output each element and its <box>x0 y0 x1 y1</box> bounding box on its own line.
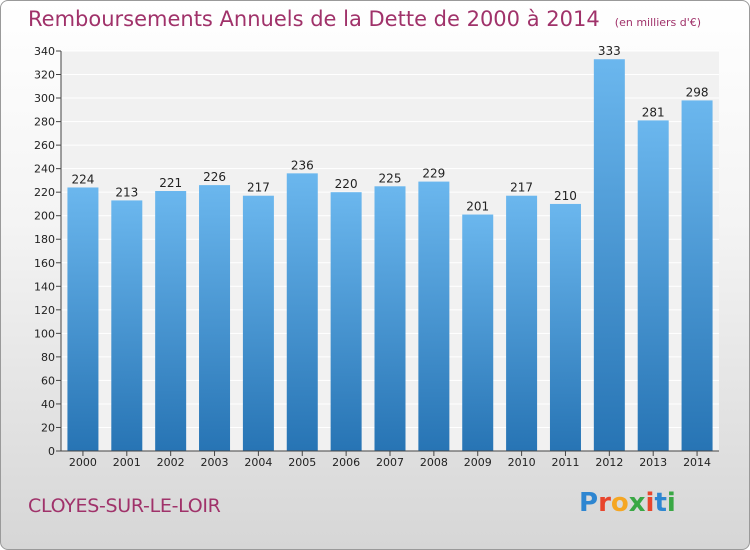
bar-2002 <box>155 191 187 451</box>
y-tick-label: 160 <box>34 257 55 270</box>
x-tick-label: 2006 <box>332 456 360 469</box>
logo-letter: o <box>610 488 629 518</box>
data-label-2013: 281 <box>642 105 665 119</box>
bar-2013 <box>637 120 669 451</box>
y-tick-label: 220 <box>34 186 55 199</box>
y-tick-label: 240 <box>34 163 55 176</box>
y-tick-label: 0 <box>48 445 55 458</box>
x-tick-label: 2005 <box>288 456 316 469</box>
x-tick-label: 2004 <box>244 456 272 469</box>
x-tick-label: 2002 <box>157 456 185 469</box>
data-label-2002: 221 <box>159 176 182 190</box>
y-tick-label: 100 <box>34 327 55 340</box>
bar-2014 <box>681 100 713 451</box>
bar-2003 <box>199 185 231 451</box>
y-tick-label: 40 <box>41 398 55 411</box>
y-tick-label: 300 <box>34 92 55 105</box>
commune-name: CLOYES-SUR-LE-LOIR <box>28 495 221 517</box>
data-label-2008: 229 <box>422 167 445 181</box>
x-tick-label: 2000 <box>69 456 97 469</box>
data-label-2014: 298 <box>686 85 709 99</box>
y-tick-label: 180 <box>34 233 55 246</box>
bar-2010 <box>506 195 538 451</box>
bar-2012 <box>593 59 625 452</box>
y-tick-label: 320 <box>34 69 55 82</box>
title-block: Remboursements Annuels de la Dette de 20… <box>28 7 701 31</box>
chart-subtitle: (en milliers d'€) <box>614 16 702 29</box>
x-tick-label: 2013 <box>639 456 667 469</box>
bar-2001 <box>111 200 143 451</box>
x-tick-label: 2012 <box>595 456 623 469</box>
bar-2005 <box>286 173 318 451</box>
bar-2009 <box>462 214 494 451</box>
y-tick-label: 200 <box>34 210 55 223</box>
bar-2007 <box>374 186 406 451</box>
logo-letter: t <box>654 488 667 518</box>
data-label-2001: 213 <box>115 185 138 199</box>
logo-letter: x <box>628 488 646 518</box>
data-label-2003: 226 <box>203 170 226 184</box>
data-label-2007: 225 <box>379 171 402 185</box>
x-tick-label: 2010 <box>508 456 536 469</box>
logo-letter: r <box>598 488 611 518</box>
y-tick-label: 280 <box>34 116 55 129</box>
x-tick-label: 2001 <box>113 456 141 469</box>
data-label-2000: 224 <box>71 172 94 186</box>
data-label-2012: 333 <box>598 44 621 58</box>
data-label-2005: 236 <box>291 158 314 172</box>
y-tick-label: 20 <box>41 421 55 434</box>
data-label-2010: 217 <box>510 181 533 195</box>
logo-letter: i <box>666 488 676 518</box>
data-label-2006: 220 <box>335 177 358 191</box>
x-tick-label: 2007 <box>376 456 404 469</box>
x-tick-label: 2014 <box>683 456 711 469</box>
x-tick-label: 2011 <box>551 456 579 469</box>
logo-letter: P <box>579 488 599 518</box>
chart-title: Remboursements Annuels de la Dette de 20… <box>28 7 600 31</box>
data-label-2009: 201 <box>466 200 489 214</box>
x-tick-label: 2008 <box>420 456 448 469</box>
y-tick-label: 120 <box>34 304 55 317</box>
logo-letter: i <box>645 488 655 518</box>
bar-2004 <box>242 195 274 451</box>
bar-2000 <box>67 187 99 451</box>
data-label-2004: 217 <box>247 181 270 195</box>
data-label-2011: 210 <box>554 189 577 203</box>
bar-2011 <box>549 203 581 451</box>
y-tick-label: 340 <box>34 45 55 58</box>
bar-2006 <box>330 192 362 452</box>
bar-2008 <box>418 181 450 451</box>
proxiti-logo: Proxiti <box>579 488 676 518</box>
y-tick-label: 60 <box>41 374 55 387</box>
y-tick-label: 260 <box>34 139 55 152</box>
x-tick-label: 2003 <box>201 456 229 469</box>
x-tick-label: 2009 <box>464 456 492 469</box>
y-tick-label: 80 <box>41 351 55 364</box>
y-tick-label: 140 <box>34 280 55 293</box>
